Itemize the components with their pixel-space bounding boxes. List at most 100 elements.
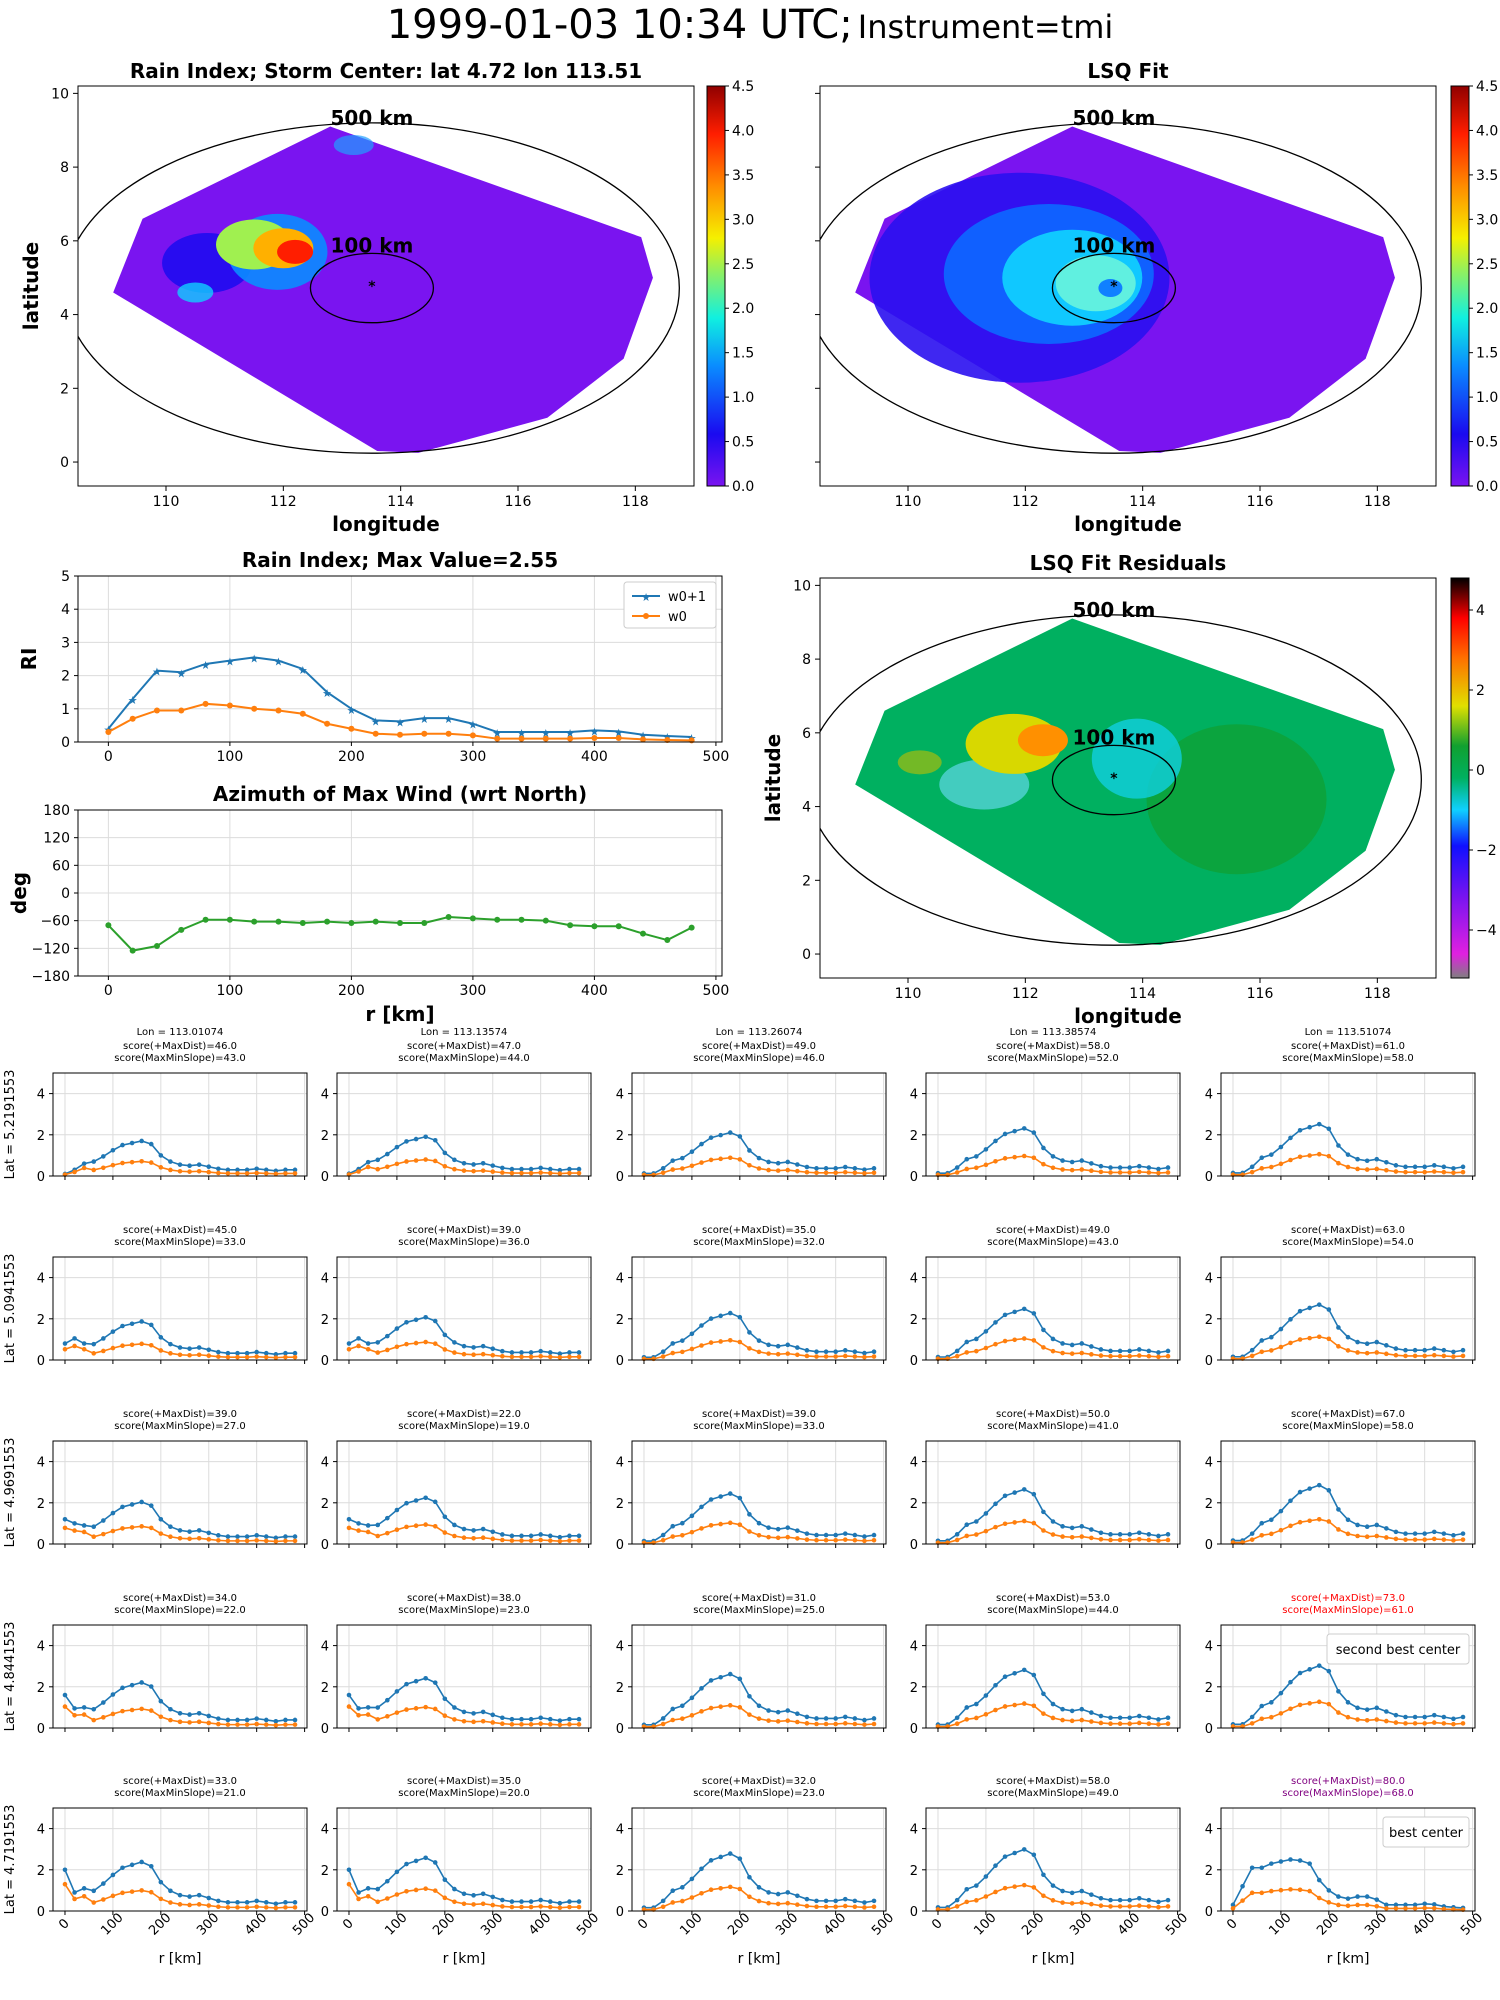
data-point xyxy=(983,1528,989,1534)
x-tick-label: 300 xyxy=(773,1910,801,1938)
candidate-panel-r2-c2: 024 xyxy=(616,1440,887,1553)
data-point xyxy=(91,1717,97,1723)
data-point xyxy=(823,1532,829,1538)
data-point xyxy=(216,1898,221,1904)
data-point xyxy=(1412,1347,1418,1353)
data-point xyxy=(1355,1533,1360,1539)
data-point xyxy=(432,1706,438,1712)
data-point xyxy=(105,922,112,929)
data-point xyxy=(1069,1342,1075,1348)
x-tick-label: 400 xyxy=(1410,1910,1438,1938)
data-point xyxy=(101,1154,106,1159)
data-point xyxy=(1441,1347,1447,1353)
data-point xyxy=(1060,1167,1065,1172)
data-point xyxy=(480,1709,486,1715)
data-point xyxy=(490,1712,496,1718)
y-tick-label: 4 xyxy=(616,1272,624,1287)
data-point xyxy=(1089,1527,1094,1532)
data-point xyxy=(235,1717,240,1723)
data-point xyxy=(1431,1720,1437,1725)
data-point xyxy=(1089,1710,1094,1715)
data-point xyxy=(557,1355,563,1360)
data-point xyxy=(346,1692,352,1698)
data-point xyxy=(365,1341,371,1346)
annotation-box xyxy=(1382,1816,1470,1848)
data-point xyxy=(1336,1894,1341,1899)
y-tick-label: 2 xyxy=(37,1864,45,1879)
data-point xyxy=(1021,1153,1027,1159)
data-point xyxy=(576,1350,582,1355)
y-tick-label: 4 xyxy=(321,1823,329,1838)
data-point xyxy=(1355,1522,1360,1528)
score-maxdist: score(+MaxDist)=73.0 xyxy=(1291,1593,1405,1604)
data-point xyxy=(833,1904,838,1910)
data-point xyxy=(81,1529,87,1535)
y-tick-label: −60 xyxy=(40,914,70,930)
data-point xyxy=(196,1892,202,1898)
data-point xyxy=(1307,1124,1312,1130)
panel-xlabel: r [km] xyxy=(1327,1951,1370,1967)
y-tick-label: 4 xyxy=(616,1456,624,1471)
score-maxdist: score(+MaxDist)=39.0 xyxy=(407,1225,521,1236)
x-tick-label: 200 xyxy=(1314,1910,1342,1938)
data-point xyxy=(196,1345,202,1350)
residual-blob xyxy=(1017,724,1068,757)
data-point xyxy=(432,1523,438,1529)
data-point xyxy=(283,1171,288,1176)
data-point xyxy=(1156,1722,1161,1727)
data-point xyxy=(404,1159,409,1164)
y-tick-label: 0 xyxy=(321,1170,329,1185)
data-point xyxy=(1136,1353,1142,1358)
score-maxdist: score(+MaxDist)=53.0 xyxy=(996,1593,1110,1604)
y-tick-label: 0 xyxy=(37,1354,45,1369)
x-tick-label: 400 xyxy=(821,1910,849,1938)
data-point xyxy=(1156,1533,1161,1539)
chart-frame xyxy=(52,1624,308,1729)
data-point xyxy=(1412,1906,1418,1911)
data-point xyxy=(785,1159,791,1165)
data-point xyxy=(1108,1897,1113,1903)
rain-blob xyxy=(333,134,374,155)
colorbar-tick-label: 4.0 xyxy=(732,123,754,139)
x-tick-label: 110 xyxy=(153,494,180,510)
data-point xyxy=(91,1351,97,1356)
score-maxdist: score(+MaxDist)=50.0 xyxy=(996,1409,1110,1420)
chart-frame xyxy=(631,1624,887,1729)
data-point xyxy=(1288,1157,1293,1163)
data-point xyxy=(1050,1715,1056,1721)
ring-500km xyxy=(78,122,680,454)
data-point xyxy=(871,1721,877,1727)
data-point xyxy=(567,1354,572,1360)
x-tick-label: 500 xyxy=(1458,1910,1486,1938)
x-tick-label: 400 xyxy=(581,749,608,765)
data-point xyxy=(365,1346,371,1352)
data-point xyxy=(708,1135,714,1140)
x-tick-label: 0 xyxy=(929,1916,945,1932)
data-point xyxy=(423,1886,428,1891)
data-point xyxy=(148,1684,154,1689)
data-point xyxy=(804,1903,810,1909)
y-tick-label: 0 xyxy=(910,1170,918,1185)
data-point xyxy=(445,730,452,737)
data-point xyxy=(1384,1535,1389,1540)
data-point xyxy=(1288,1887,1293,1892)
data-point xyxy=(964,1339,970,1345)
data-point xyxy=(120,1708,125,1714)
data-point xyxy=(394,1344,400,1350)
data-point xyxy=(689,1895,695,1900)
data-point xyxy=(727,1851,733,1856)
data-point xyxy=(814,1349,819,1355)
data-point xyxy=(727,1520,733,1526)
data-point xyxy=(442,1877,448,1882)
data-point xyxy=(547,1166,553,1172)
data-point xyxy=(235,1350,240,1356)
data-point xyxy=(766,1342,771,1348)
data-point xyxy=(1441,1714,1447,1720)
data-point xyxy=(72,1169,77,1175)
data-point xyxy=(168,1717,173,1723)
data-point xyxy=(348,919,355,926)
data-point xyxy=(1297,1154,1303,1160)
